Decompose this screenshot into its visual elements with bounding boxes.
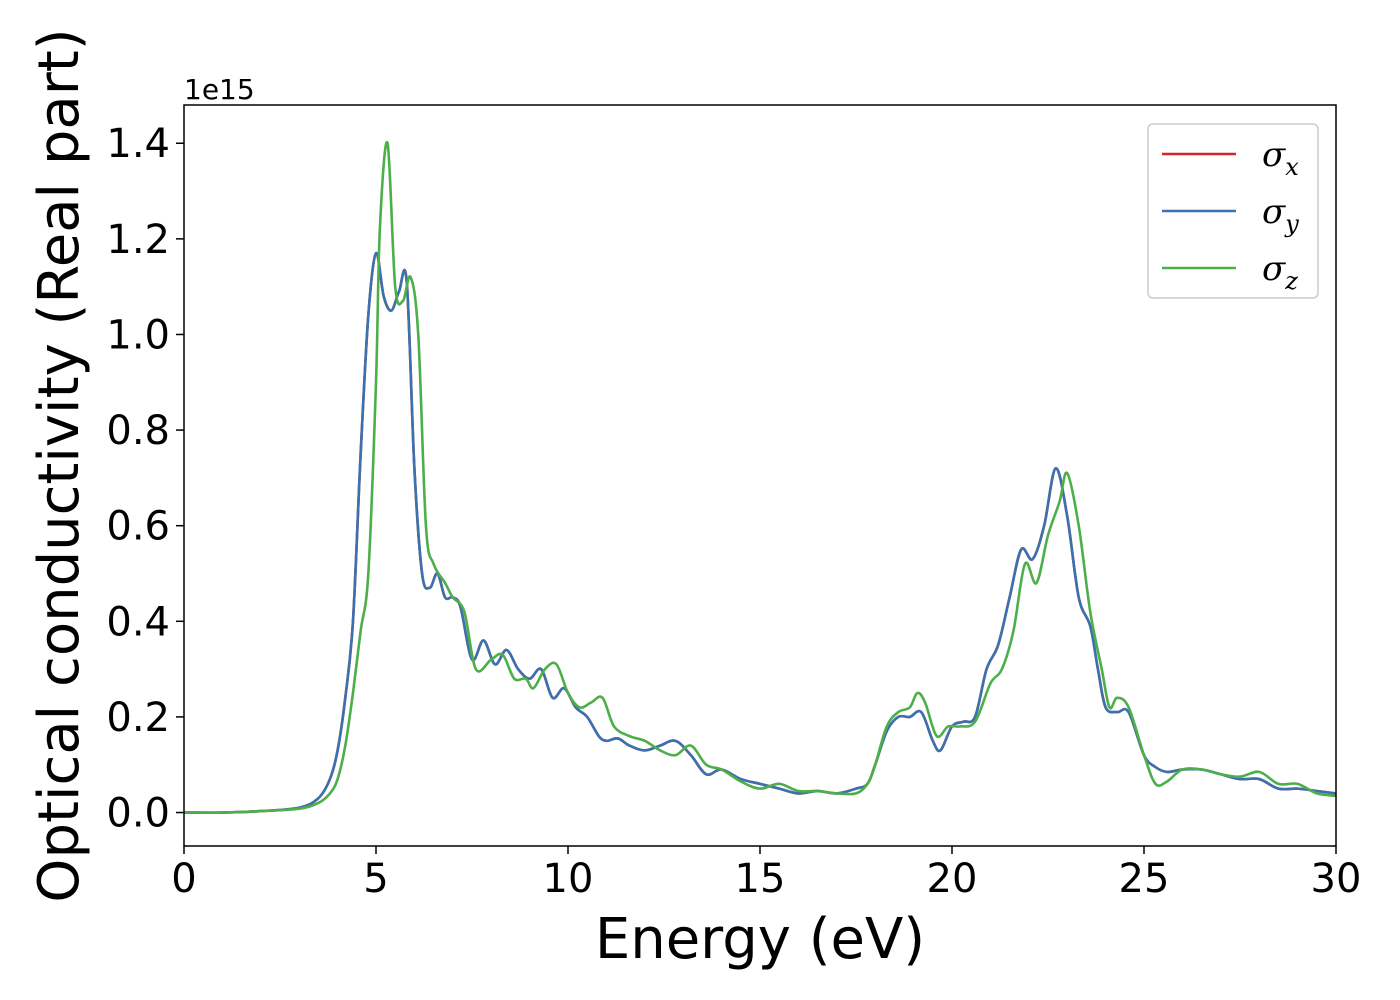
x-tick-label: 15 (735, 856, 786, 902)
y-tick-label: 0.8 (106, 408, 170, 454)
series-line-z (184, 140, 1336, 814)
y-tick-label: 0.6 (106, 504, 170, 550)
series-layer (184, 140, 1336, 814)
y-tick-label: 1.2 (106, 217, 170, 263)
y-tick-label: 1.0 (106, 312, 170, 358)
x-tick-label: 5 (363, 856, 388, 902)
x-tick-label: 0 (171, 856, 196, 902)
legend-label-x: σx (1262, 135, 1299, 181)
legend-label-y: σy (1262, 192, 1299, 238)
y-tick-label: 0.0 (106, 791, 170, 837)
x-tick-label: 10 (543, 856, 594, 902)
x-tick-label: 20 (927, 856, 978, 902)
x-axis: 0 5 10 15 20 25 30 (171, 846, 1361, 902)
y-axis: 0.0 0.2 0.4 0.6 0.8 1.0 1.2 1.4 (106, 121, 184, 837)
y-tick-label: 1.4 (106, 121, 170, 167)
series-line-y (184, 251, 1336, 814)
x-axis-title: Energy (eV) (595, 907, 925, 972)
legend: σx σy σz (1147, 123, 1319, 299)
y-tick-label: 0.2 (106, 695, 170, 741)
plot-area (183, 104, 1337, 847)
x-tick-label: 30 (1311, 856, 1362, 902)
y-tick-label: 0.4 (106, 599, 170, 645)
x-tick-label: 25 (1119, 856, 1170, 902)
y-offset-label: 1e15 (184, 73, 255, 106)
legend-label-z: σz (1262, 249, 1298, 295)
y-axis-title: Optical conductivity (Real part) (27, 28, 92, 902)
